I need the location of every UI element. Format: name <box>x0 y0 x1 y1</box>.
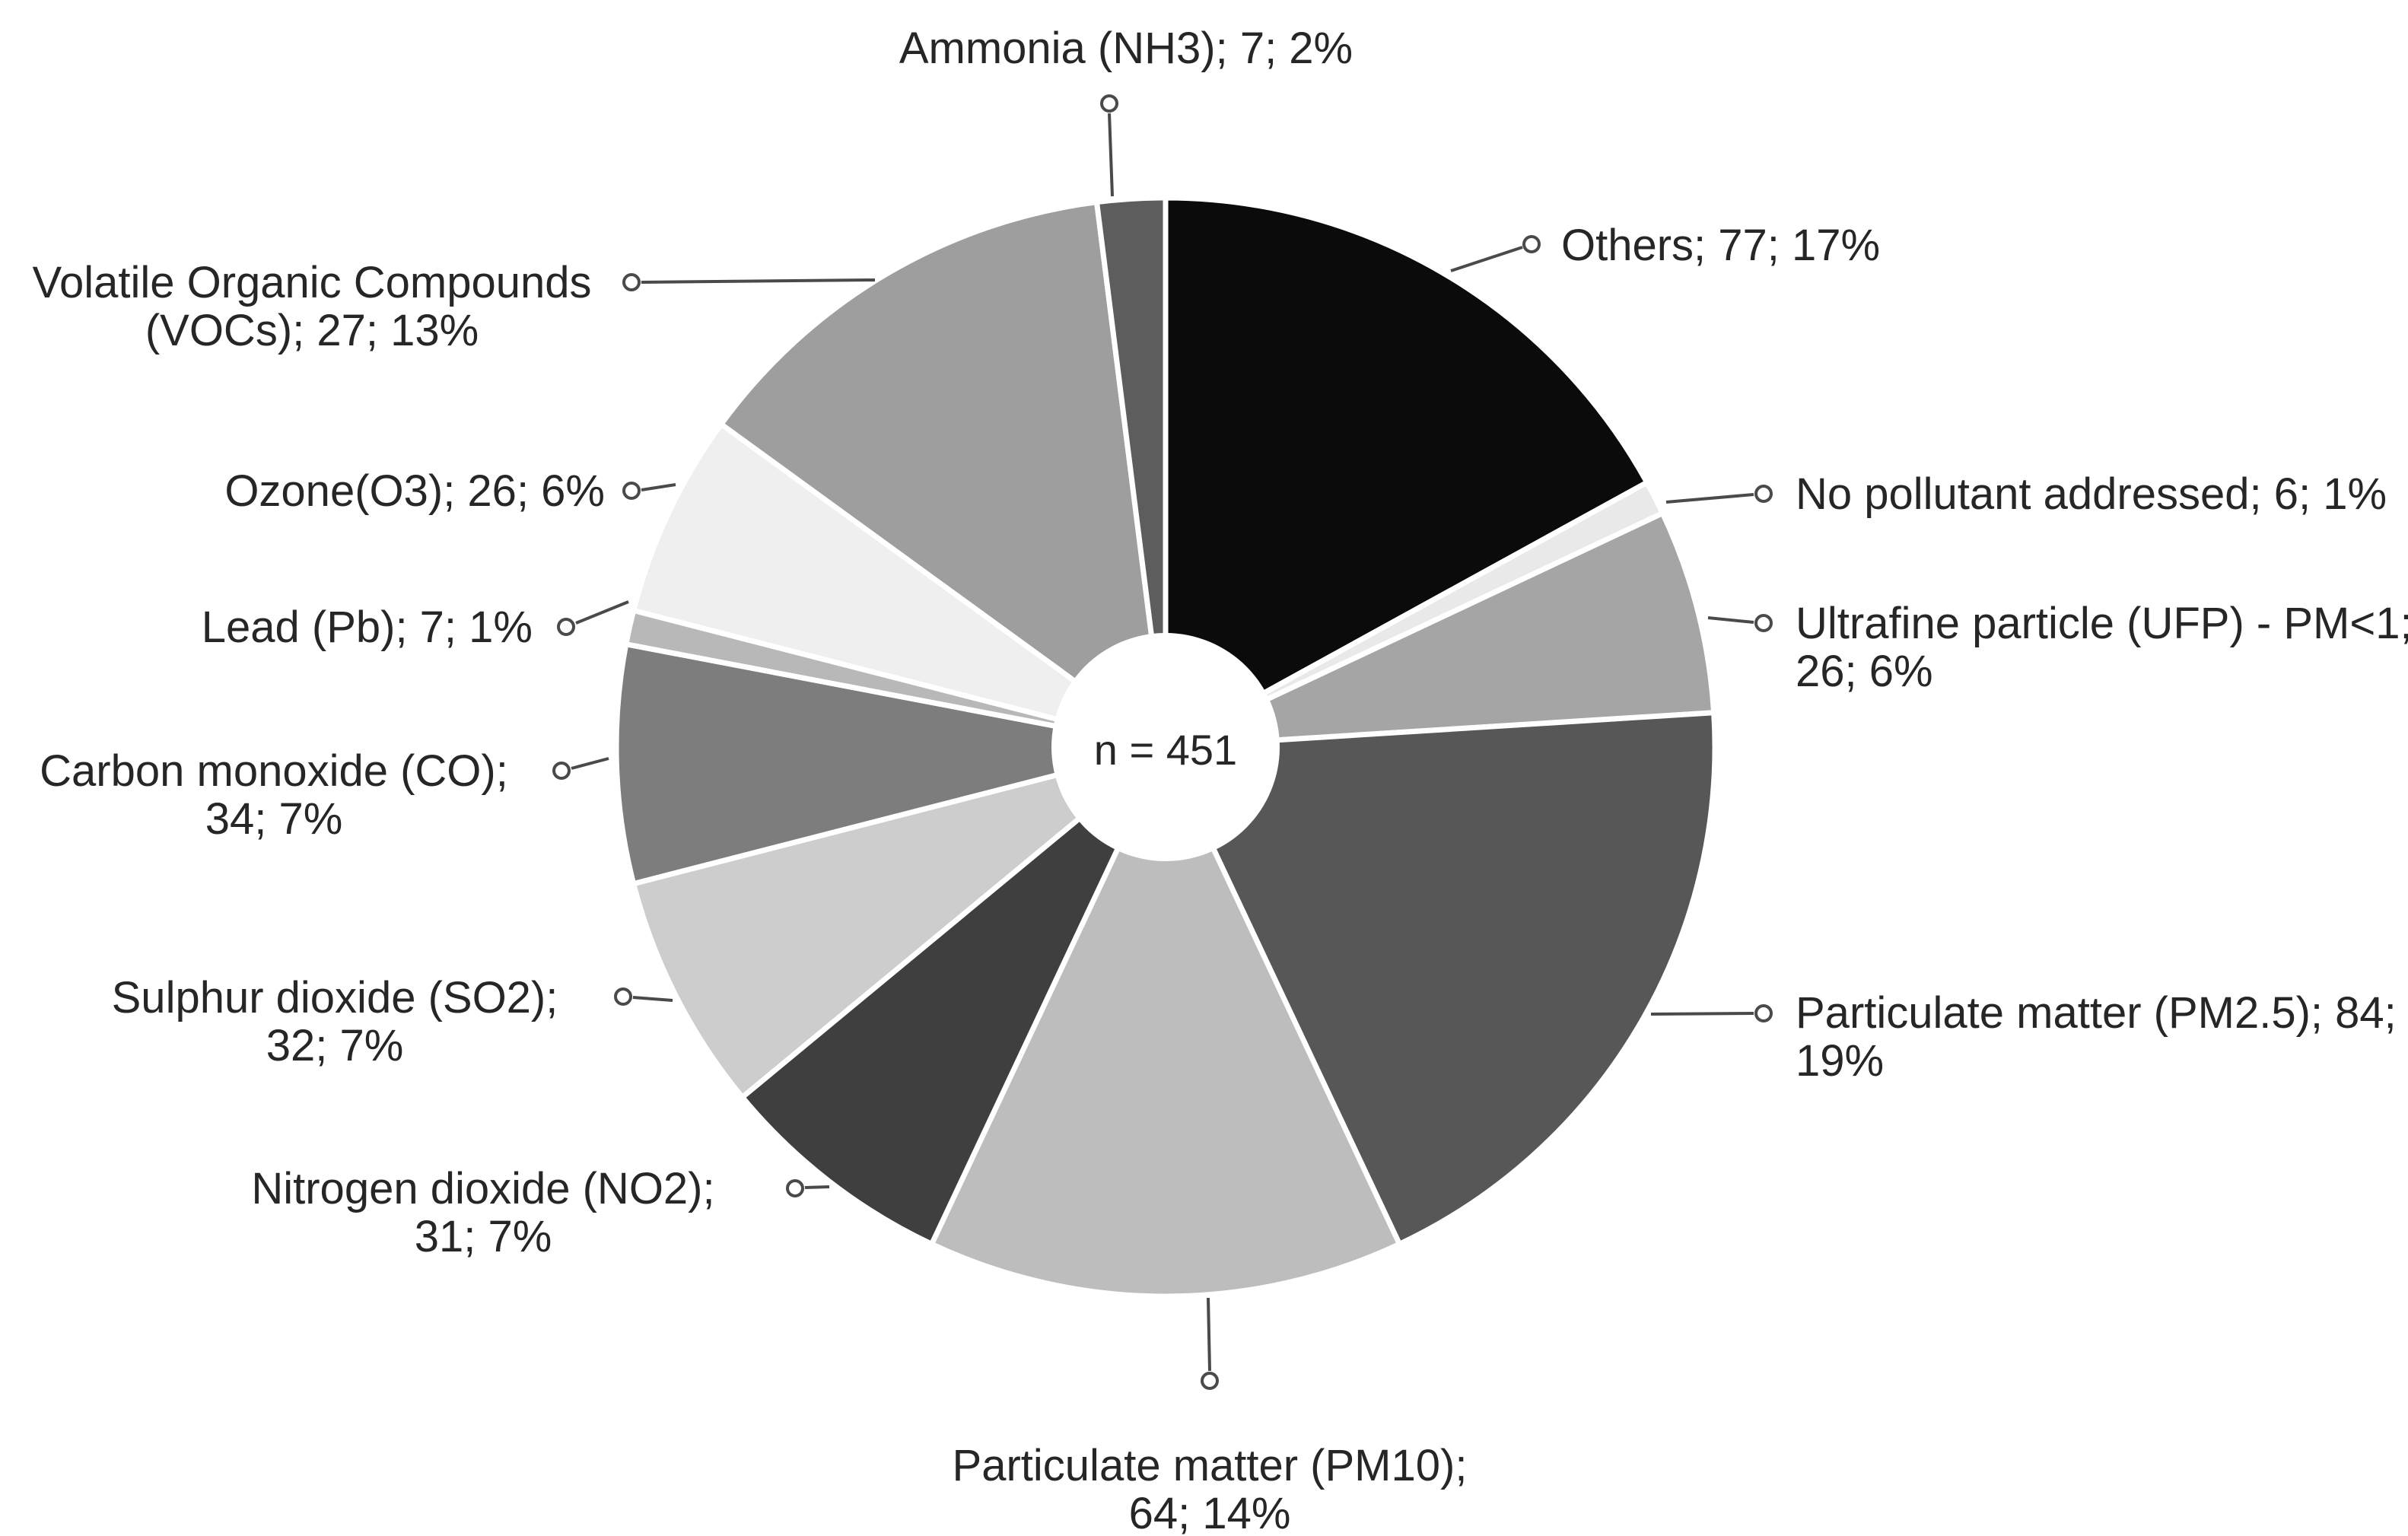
slice-label-text: No pollutant addressed; 6; 1% <box>1796 469 2387 519</box>
slice-label-pm2-5: Particulate matter (PM2.5); 84; 19% <box>1796 989 2397 1085</box>
leader-others <box>1450 235 1541 272</box>
slice-label-text: Lead (Pb); 7; 1% <box>201 603 533 652</box>
slice-label-text: 19% <box>1796 1036 1885 1086</box>
slice-label-text: 26; 6% <box>1796 647 1933 696</box>
slice-label-voc: Volatile Organic Compounds (VOCs); 27; 1… <box>8 259 616 355</box>
pie-slice-ammonia-nh3 <box>1094 195 1169 750</box>
donut-hole <box>1051 633 1280 861</box>
leader-voc <box>622 273 876 291</box>
slice-label-o3: Ozone(O3); 26; 6% <box>221 467 605 515</box>
pie-slice-carbon-monoxide-co <box>613 641 1169 887</box>
leader-no-pollutant-addressed <box>1665 485 1773 504</box>
slice-label-text: Nitrogen dioxide (NO2); <box>251 1164 715 1213</box>
pie-slice-ultrafine-particle-ufp-pm1 <box>1163 510 1717 750</box>
pie-slice-particulate-matter-pm10 <box>929 744 1402 1299</box>
pie-slice-ozone-o3 <box>631 421 1169 750</box>
leader-ammonia <box>1100 94 1118 197</box>
leader-pm10 <box>1201 1297 1219 1390</box>
slice-label-text: Ozone(O3); 26; 6% <box>224 466 605 516</box>
pie-slice-sulphur-dioxide-so2 <box>631 744 1169 1100</box>
leader-pm2-5 <box>1650 1004 1773 1022</box>
slice-label-others: Others; 77; 17% <box>1561 221 1880 269</box>
donut-center-label: n = 451 <box>1093 726 1238 774</box>
pie-slices-group <box>613 195 1718 1299</box>
pie-slice-others <box>1163 195 1650 750</box>
slice-label-text: Carbon monoxide (CO); <box>40 746 508 796</box>
leader-ultrafine-particle <box>1707 614 1773 632</box>
slice-label-ammonia: Ammonia (NH3); 7; 2% <box>723 24 1529 72</box>
slice-label-text: Others; 77; 17% <box>1561 221 1881 270</box>
slice-label-ultrafine-particle: Ultrafine particle (UFP) - PM<1; 26; 6% <box>1796 599 2408 695</box>
leader-so2 <box>614 987 673 1006</box>
slice-label-text: 34; 7% <box>205 794 343 844</box>
leader-lines-group <box>552 94 1773 1390</box>
slice-label-text: 64; 14% <box>1128 1489 1291 1536</box>
slice-label-text: Ammonia (NH3); 7; 2% <box>899 24 1354 73</box>
slice-label-text: 32; 7% <box>266 1021 404 1070</box>
pie-slice-volatile-organic-compounds-vocs <box>718 199 1169 750</box>
slice-label-pb: Lead (Pb); 7; 1% <box>152 603 533 651</box>
slice-label-text: Particulate matter (PM2.5); 84; <box>1796 988 2397 1038</box>
slice-label-text: (VOCs); 27; 13% <box>145 306 479 355</box>
slice-label-no-pollutant-addressed: No pollutant addressed; 6; 1% <box>1796 470 2387 518</box>
leader-co <box>552 757 609 780</box>
slice-label-so2: Sulphur dioxide (SO2); 32; 7% <box>65 974 605 1070</box>
slice-label-no2: Nitrogen dioxide (NO2); 31; 7% <box>213 1165 753 1261</box>
leader-no2 <box>786 1179 830 1197</box>
pie-slice-nitrogen-dioxide-no2 <box>740 744 1169 1247</box>
slice-label-text: Ultrafine particle (UFP) - PM<1; <box>1796 599 2408 648</box>
leader-pb <box>557 600 629 636</box>
slice-label-text: Particulate matter (PM10); <box>952 1441 1468 1490</box>
leader-o3 <box>622 482 676 500</box>
slice-label-pm10: Particulate matter (PM10); 64; 14% <box>829 1442 1590 1536</box>
pie-slice-particulate-matter-pm2-5 <box>1163 710 1718 1247</box>
slice-label-text: Sulphur dioxide (SO2); <box>111 973 558 1022</box>
slice-label-text: 31; 7% <box>414 1212 552 1261</box>
slice-label-text: Volatile Organic Compounds <box>32 258 592 307</box>
slice-label-co: Carbon monoxide (CO); 34; 7% <box>4 747 544 843</box>
